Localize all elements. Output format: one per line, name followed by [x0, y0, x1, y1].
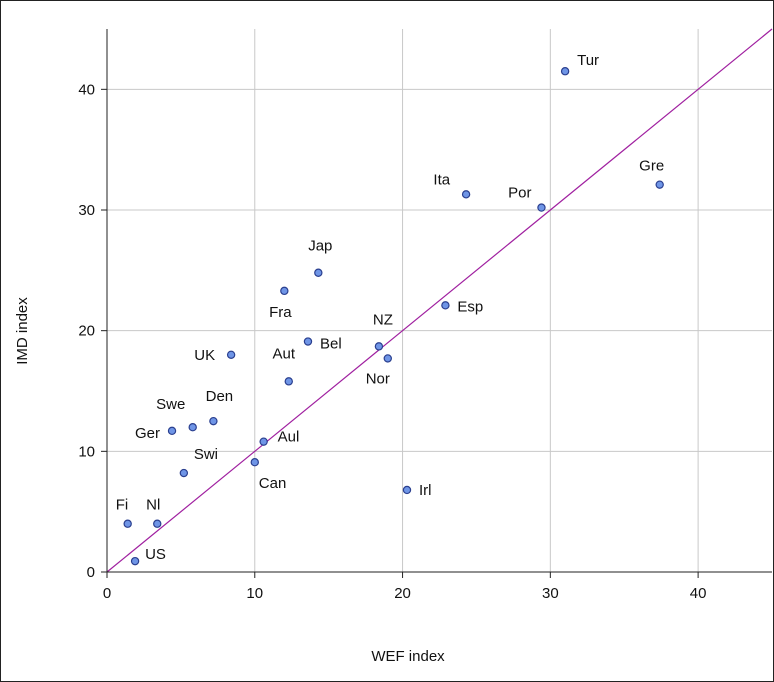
y-tick-label: 10	[78, 443, 95, 460]
point-label: Irl	[419, 482, 432, 499]
point-label: Can	[259, 475, 287, 492]
data-point	[303, 337, 313, 346]
point-labels: Tur Ita Por Gre Jap Fra Esp NZ Bel Nor UK Aut Swe Den…	[116, 52, 665, 563]
point-label: Fra	[269, 304, 292, 321]
y-tick-label: 20	[78, 323, 95, 340]
point-label: US	[145, 546, 166, 563]
data-point	[153, 519, 162, 528]
data-point	[259, 437, 268, 446]
point-label: Nl	[146, 497, 160, 514]
data-point	[209, 416, 218, 426]
point-label: Por	[508, 185, 531, 202]
data-point	[461, 190, 471, 199]
x-tick-label: 40	[690, 585, 707, 602]
y-tick-label: 30	[78, 202, 95, 219]
data-point	[284, 377, 293, 386]
data-point	[280, 286, 289, 296]
x-tick-label: 20	[394, 585, 411, 602]
point-label: Tur	[577, 52, 599, 69]
point-label: Swe	[156, 396, 185, 413]
point-label: Jap	[308, 238, 332, 255]
data-point	[226, 350, 236, 359]
data-point	[167, 426, 177, 436]
y-axis-title: IMD index	[14, 297, 31, 365]
point-label: Swi	[194, 446, 218, 463]
axes	[106, 29, 772, 573]
x-tick-label: 0	[103, 585, 111, 602]
y-tick-label: 0	[87, 564, 95, 581]
grid	[107, 29, 772, 572]
point-label: Ger	[135, 425, 160, 442]
point-label: Aut	[273, 345, 296, 362]
data-point	[537, 203, 546, 212]
data-point	[188, 423, 197, 432]
x-tick-label: 10	[246, 585, 263, 602]
point-label: Gre	[639, 158, 664, 175]
data-point	[402, 485, 412, 495]
data-point	[655, 180, 664, 189]
point-label: Aul	[278, 429, 300, 446]
point-label: Bel	[320, 336, 342, 353]
reference-line	[106, 28, 773, 573]
point-label: Ita	[433, 171, 450, 188]
data-point	[383, 354, 392, 363]
point-label: Den	[206, 388, 234, 405]
y-tick-label: 40	[78, 81, 95, 98]
point-label: Fi	[116, 497, 129, 514]
point-label: NZ	[373, 311, 393, 328]
data-point	[314, 268, 323, 277]
data-point	[560, 67, 570, 76]
data-point	[130, 556, 140, 566]
x-axis-title: WEF index	[371, 648, 445, 665]
data-point	[250, 457, 259, 467]
point-label: Esp	[457, 298, 483, 315]
point-label: UK	[194, 347, 215, 364]
data-point	[374, 342, 384, 351]
data-points	[123, 67, 664, 566]
x-tick-label: 30	[542, 585, 559, 602]
reference-line-group	[106, 28, 773, 573]
data-point	[441, 301, 450, 310]
data-point	[123, 519, 132, 528]
data-point	[179, 468, 189, 478]
ticks: 0 10 20 30 40 0 10 20 30 40	[78, 81, 706, 602]
point-label: Nor	[366, 370, 390, 387]
